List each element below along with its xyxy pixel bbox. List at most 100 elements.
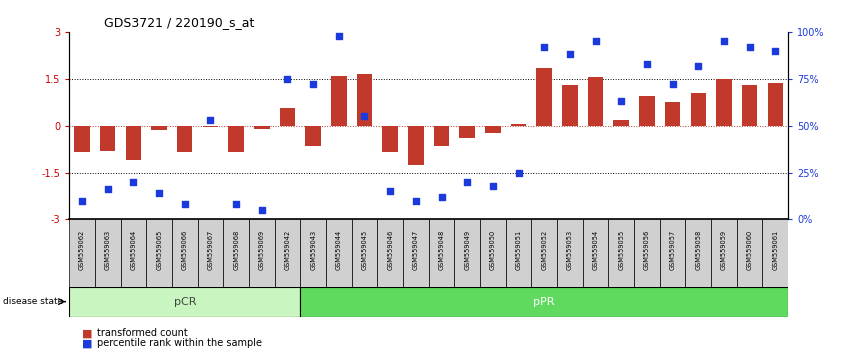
Bar: [69, 287, 301, 317]
Point: [512, 170, 526, 175]
Bar: [301, 219, 326, 289]
Bar: [660, 219, 685, 289]
Bar: [434, 126, 449, 146]
Text: GSM559069: GSM559069: [259, 230, 265, 270]
Text: pCR: pCR: [173, 297, 196, 307]
Bar: [639, 96, 655, 126]
Point: [537, 44, 551, 50]
Point: [743, 44, 757, 50]
Point: [332, 33, 346, 39]
Bar: [95, 219, 120, 289]
Point: [126, 179, 140, 185]
Text: GSM559065: GSM559065: [156, 230, 162, 270]
Text: GSM559043: GSM559043: [310, 230, 316, 270]
Bar: [711, 219, 737, 289]
Bar: [197, 219, 223, 289]
Bar: [120, 219, 146, 289]
Text: GSM559053: GSM559053: [567, 230, 572, 270]
Bar: [742, 85, 757, 126]
Point: [589, 38, 603, 44]
Point: [409, 198, 423, 204]
Bar: [767, 82, 783, 126]
Point: [307, 81, 320, 87]
Bar: [455, 219, 480, 289]
Bar: [460, 126, 475, 138]
Bar: [69, 219, 95, 289]
Text: GSM559066: GSM559066: [182, 230, 188, 270]
Point: [100, 187, 114, 192]
Bar: [613, 120, 629, 126]
Point: [563, 52, 577, 57]
Text: percentile rank within the sample: percentile rank within the sample: [97, 338, 262, 348]
Bar: [532, 219, 557, 289]
Text: pPR: pPR: [533, 297, 555, 307]
Bar: [762, 219, 788, 289]
Bar: [254, 126, 269, 129]
Point: [460, 179, 474, 185]
Text: GSM559050: GSM559050: [490, 230, 496, 270]
Point: [640, 61, 654, 67]
Point: [691, 63, 705, 68]
Bar: [357, 74, 372, 126]
Point: [666, 81, 680, 87]
Point: [178, 202, 191, 207]
Text: GSM559044: GSM559044: [336, 230, 342, 270]
Point: [281, 76, 294, 81]
Text: ■: ■: [82, 329, 93, 338]
Text: GSM559064: GSM559064: [131, 230, 137, 270]
Bar: [172, 219, 197, 289]
Text: GSM559057: GSM559057: [669, 230, 675, 270]
Bar: [383, 126, 397, 152]
Text: GSM559048: GSM559048: [438, 230, 444, 270]
Bar: [378, 219, 403, 289]
Text: GSM559059: GSM559059: [721, 230, 727, 270]
Point: [435, 194, 449, 200]
Bar: [511, 124, 527, 126]
Text: GSM559058: GSM559058: [695, 230, 701, 270]
Text: GSM559052: GSM559052: [541, 230, 547, 270]
Text: GDS3721 / 220190_s_at: GDS3721 / 220190_s_at: [104, 16, 255, 29]
Point: [486, 183, 500, 189]
Point: [614, 98, 628, 104]
Bar: [331, 76, 346, 126]
Bar: [485, 126, 501, 133]
Point: [229, 202, 243, 207]
Bar: [608, 219, 634, 289]
Bar: [429, 219, 455, 289]
Bar: [408, 126, 423, 165]
Bar: [229, 126, 244, 152]
Bar: [588, 77, 604, 126]
Text: GSM559062: GSM559062: [79, 230, 85, 270]
Bar: [177, 126, 192, 152]
Bar: [306, 126, 320, 146]
Bar: [203, 126, 218, 127]
Bar: [275, 219, 301, 289]
Text: GSM559063: GSM559063: [105, 230, 111, 270]
Point: [152, 190, 166, 196]
Bar: [685, 219, 711, 289]
Bar: [634, 219, 660, 289]
Bar: [352, 219, 378, 289]
Bar: [480, 219, 506, 289]
Text: GSM559068: GSM559068: [233, 230, 239, 270]
Text: GSM559049: GSM559049: [464, 230, 470, 270]
Bar: [126, 126, 141, 160]
Text: GSM559046: GSM559046: [387, 230, 393, 270]
Text: GSM559055: GSM559055: [618, 230, 624, 270]
Text: GSM559042: GSM559042: [285, 230, 290, 270]
Bar: [280, 108, 295, 126]
Point: [204, 117, 217, 123]
Bar: [326, 219, 352, 289]
Text: disease state: disease state: [3, 297, 63, 306]
Bar: [716, 79, 732, 126]
Bar: [557, 219, 583, 289]
Bar: [146, 219, 172, 289]
Bar: [223, 219, 249, 289]
Bar: [100, 126, 115, 151]
Bar: [583, 219, 608, 289]
Bar: [690, 93, 706, 126]
Point: [768, 48, 782, 53]
Bar: [249, 219, 275, 289]
Bar: [737, 219, 762, 289]
Text: GSM559067: GSM559067: [208, 230, 213, 270]
